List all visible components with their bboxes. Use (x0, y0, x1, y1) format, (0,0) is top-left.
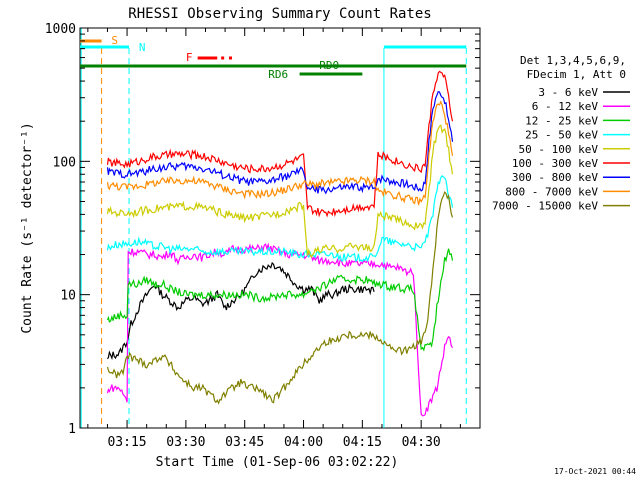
series-line (106, 242, 454, 417)
legend-entry-label: 800 - 7000 keV (505, 185, 598, 198)
y-tick-label: 1 (68, 422, 76, 437)
series-line (106, 175, 454, 263)
series-line (106, 261, 375, 361)
x-tick-label: 04:30 (402, 435, 441, 450)
legend-header-line-1: Det 1,3,4,5,6,9, (520, 54, 626, 67)
legend-entry-label: 3 - 6 keV (538, 86, 598, 99)
x-axis-label: Start Time (01-Sep-06 03:02:22) (156, 455, 399, 470)
x-tick-label: 04:15 (343, 435, 382, 450)
series-line (106, 100, 454, 206)
saa-label: S (111, 34, 118, 47)
series-line (106, 124, 454, 259)
series-line (106, 248, 454, 352)
y-tick-label: 1000 (45, 22, 76, 37)
legend-entry-label: 25 - 50 keV (525, 129, 598, 142)
legend-entry-label: 7000 - 15000 keV (492, 200, 598, 213)
legend-entry-label: 300 - 800 keV (512, 171, 598, 184)
flare-dot (229, 56, 233, 60)
x-tick-label: 03:45 (225, 435, 264, 450)
series-line (106, 90, 454, 195)
x-tick-label: 04:00 (284, 435, 323, 450)
series-line (106, 70, 454, 218)
timestamp: 17-Oct-2021 00:44 (554, 467, 636, 476)
legend-header-line-2: FDecim 1, Att 0 (527, 68, 626, 81)
legend-entry-label: 12 - 25 keV (525, 114, 598, 127)
series-layer (106, 70, 454, 417)
legend-entry-label: 100 - 300 keV (512, 157, 598, 170)
y-tick-label: 10 (60, 289, 76, 304)
y-tick-label: 100 (53, 155, 76, 170)
plot-frame (79, 27, 481, 429)
night-label: N (139, 41, 146, 54)
flare-label: F (186, 51, 193, 64)
series-line (106, 190, 454, 405)
y-axis: 1 10 100 1000 (45, 22, 480, 437)
x-tick-label: 03:15 (107, 435, 146, 450)
observing-mode-bars: S N F RD0 RD6 (80, 28, 467, 428)
legend: Det 1,3,4,5,6,9, FDecim 1, Att 0 3 - 6 k… (492, 54, 630, 213)
chart-title: RHESSI Observing Summary Count Rates (128, 6, 431, 22)
flare-dot (221, 56, 225, 60)
rd6-label: RD6 (268, 68, 288, 81)
x-axis: 03:15 03:30 03:45 04:00 04:15 04:30 (87, 28, 461, 450)
legend-entry-label: 50 - 100 keV (519, 143, 599, 156)
legend-entry-label: 6 - 12 keV (532, 100, 599, 113)
rd0-label: RD0 (319, 59, 339, 72)
x-tick-label: 03:30 (166, 435, 205, 450)
y-axis-label: Count Rate (s⁻¹ detector⁻¹) (20, 122, 35, 333)
